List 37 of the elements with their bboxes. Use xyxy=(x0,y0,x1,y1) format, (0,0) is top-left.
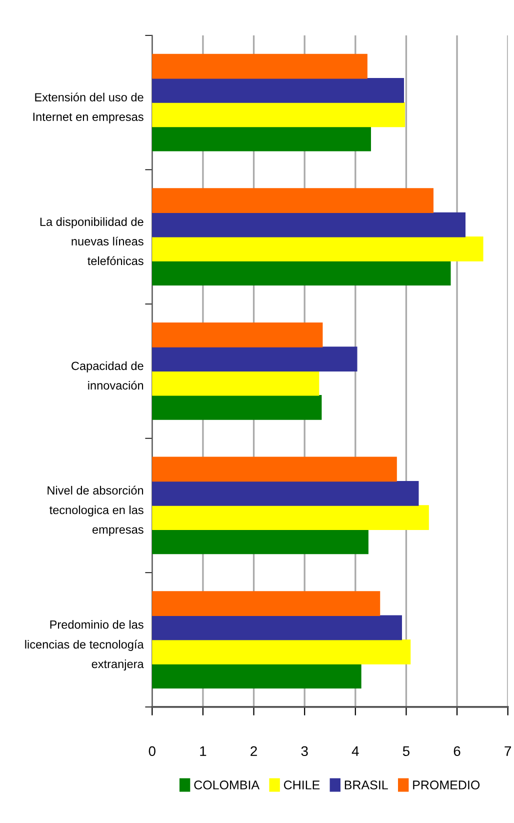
x-tick-label: 6 xyxy=(454,746,460,756)
x-tick-label: 5 xyxy=(402,746,410,756)
y-tick-label: Extensión del uso de Internet en empresas xyxy=(33,92,144,124)
bar xyxy=(152,236,484,262)
bar xyxy=(152,126,371,152)
legend-label: COLOMBIA xyxy=(194,780,260,790)
legend-label: BRASIL xyxy=(344,780,388,790)
bar xyxy=(152,346,358,372)
bar xyxy=(152,322,323,348)
legend-label: CHILE xyxy=(284,780,320,790)
bar xyxy=(152,591,380,616)
x-tick-label: 2 xyxy=(250,746,257,756)
bar xyxy=(152,664,362,689)
x-tick-label: 7 xyxy=(504,746,511,756)
bar xyxy=(152,529,368,554)
x-tick-label: 1 xyxy=(200,746,206,756)
bar xyxy=(152,260,451,286)
y-tick-label: Predominio de las licencias de tecnología extranjera xyxy=(25,620,144,671)
bar xyxy=(152,188,434,214)
bar xyxy=(152,102,406,128)
bar xyxy=(152,370,320,396)
y-tick-label: Nivel de absorción tecnologica en las empresas xyxy=(48,486,144,536)
x-tick-label: 0 xyxy=(148,746,156,756)
bar xyxy=(152,480,419,506)
bar xyxy=(152,505,429,530)
legend-label: PROMEDIO xyxy=(413,780,480,790)
x-tick-label: 4 xyxy=(352,746,359,756)
y-tick-label: Capacidad de innovación xyxy=(72,361,144,390)
y-tick-label: La disponibilidad de nuevas líneas telefónicas xyxy=(40,217,144,266)
bar xyxy=(152,54,368,79)
bar xyxy=(152,78,404,103)
x-tick-label: 3 xyxy=(301,746,308,756)
bar xyxy=(152,639,411,664)
bar xyxy=(152,212,466,238)
bar xyxy=(152,456,397,482)
bar xyxy=(152,395,322,420)
bar xyxy=(152,615,402,640)
